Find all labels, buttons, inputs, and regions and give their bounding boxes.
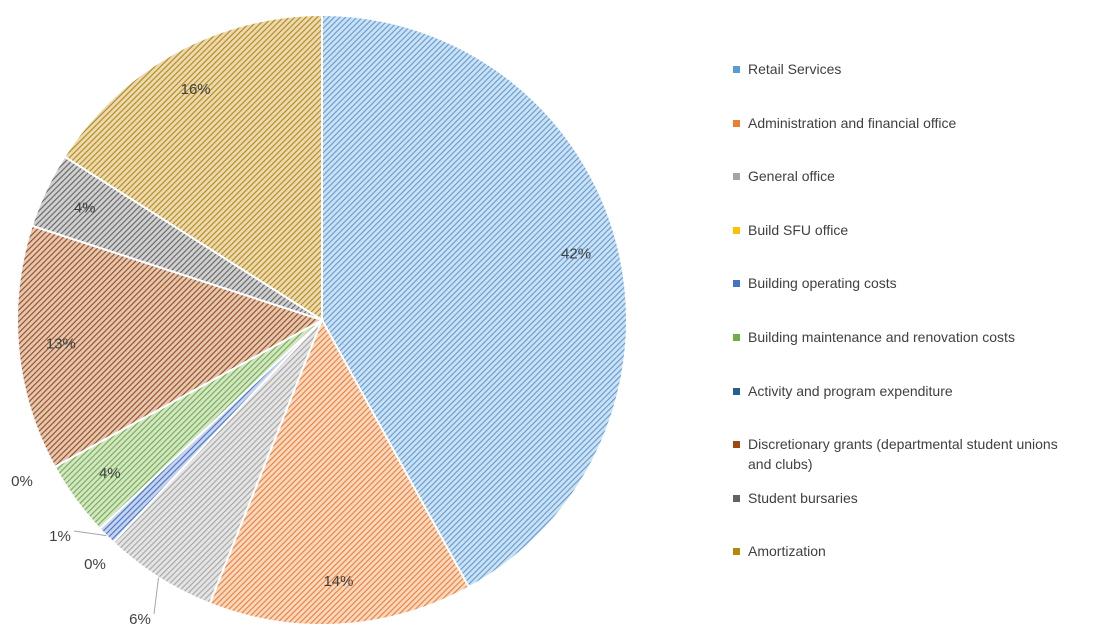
legend-item: Amortization xyxy=(733,541,1063,561)
data-label: 6% xyxy=(129,611,151,628)
data-label: 4% xyxy=(74,199,96,216)
legend-item: Build SFU office xyxy=(733,220,1063,240)
legend-swatch xyxy=(733,334,740,341)
legend-item: Building maintenance and renovation cost… xyxy=(733,327,1063,347)
legend-label: Build SFU office xyxy=(748,221,849,238)
legend-label: Discretionary grants (departmental stude… xyxy=(748,436,1058,473)
data-label: 4% xyxy=(99,465,121,482)
pie-slice xyxy=(321,13,628,589)
chart: 42% 14% 6% 0% 1% 4% 0% 13% 4% 16% xyxy=(11,13,628,628)
legend-label: Amortization xyxy=(748,543,826,560)
legend-label: Student bursaries xyxy=(748,489,858,506)
pie-slice xyxy=(208,317,471,626)
leader-line xyxy=(73,530,107,537)
data-label: 0% xyxy=(84,556,106,573)
leader-line xyxy=(153,577,160,615)
legend-item: Student bursaries xyxy=(733,488,1063,508)
legend-swatch xyxy=(733,387,740,395)
data-label: 13% xyxy=(46,336,76,353)
legend-label: Administration and financial office xyxy=(748,114,957,131)
legend-swatch xyxy=(733,548,740,556)
legend-label: Building operating costs xyxy=(748,275,897,292)
legend-label: Retail Services xyxy=(748,61,842,77)
data-label: 16% xyxy=(181,81,211,98)
data-label: 1% xyxy=(49,528,71,545)
legend-item: Administration and financial office xyxy=(733,113,1063,133)
legend-swatch xyxy=(733,173,740,181)
legend-label: Building maintenance and renovation cost… xyxy=(748,329,1015,345)
legend-label: General office xyxy=(748,168,835,185)
legend: Retail Services Administration and financ… xyxy=(733,0,1073,628)
legend-label: Activity and program expenditure xyxy=(748,382,953,399)
legend-swatch xyxy=(733,441,740,449)
pie-slice xyxy=(16,224,325,469)
data-label: 42% xyxy=(561,246,591,263)
legend-item: Discretionary grants (departmental stude… xyxy=(733,434,1063,474)
data-label: 0% xyxy=(11,473,33,490)
legend-swatch xyxy=(733,119,740,127)
legend-swatch xyxy=(733,226,740,234)
legend-item: Building operating costs xyxy=(733,273,1063,293)
data-label: 14% xyxy=(323,573,353,590)
legend-item: Activity and program expenditure xyxy=(733,381,1063,401)
pie-slice xyxy=(63,13,323,322)
legend-swatch xyxy=(733,280,740,288)
legend-swatch xyxy=(733,494,740,502)
legend-item: General office xyxy=(733,166,1063,186)
legend-item: Retail Services xyxy=(733,59,1063,79)
legend-swatch xyxy=(733,66,740,73)
